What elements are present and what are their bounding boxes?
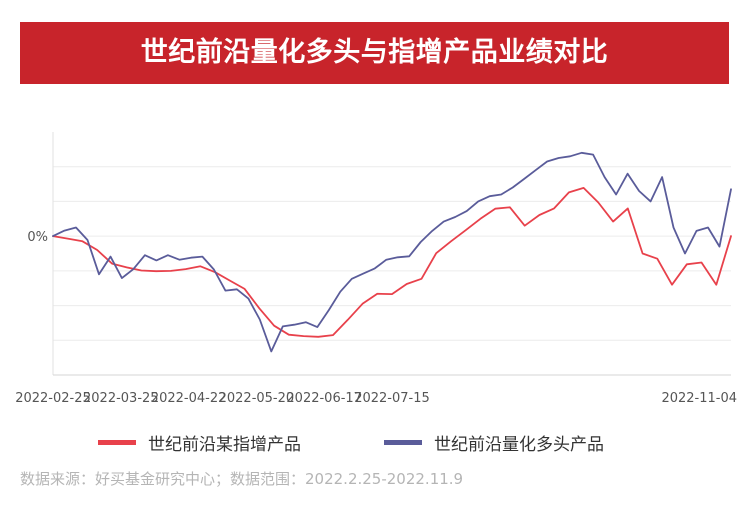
x-tick-label: 2022-03-25: [83, 391, 159, 406]
x-tick-label: 2022-04-22: [151, 391, 227, 406]
x-tick-label: 2022-11-04: [661, 391, 737, 406]
legend: 世纪前沿某指增产品 世纪前沿量化多头产品: [0, 428, 750, 456]
series-line-index-enhanced: [52, 187, 732, 338]
title-banner: 世纪前沿量化多头与指增产品业绩对比: [20, 22, 729, 84]
x-tick-label: 2022-07-15: [354, 391, 430, 406]
data-source-note: 数据来源：好买基金研究中心；数据范围：2022.2.25-2022.11.9: [20, 470, 464, 488]
legend-swatch-quant-long: [384, 439, 422, 445]
legend-swatch-index-enhanced: [98, 439, 136, 445]
line-chart: 0% 2022-02-252022-03-252022-04-222022-05-…: [15, 132, 737, 406]
x-tick-label: 2022-05-20: [219, 391, 295, 406]
legend-item-index-enhanced[interactable]: 世纪前沿某指增产品: [98, 428, 301, 456]
legend-label-index-enhanced: 世纪前沿某指增产品: [148, 434, 301, 455]
y-tick-label: 0%: [27, 230, 48, 245]
legend-item-quant-long[interactable]: 世纪前沿量化多头产品: [384, 428, 604, 456]
x-tick-label: 2022-02-25: [15, 391, 91, 406]
legend-label-quant-long: 世纪前沿量化多头产品: [434, 434, 604, 455]
x-tick-label: 2022-06-17: [286, 391, 362, 406]
chart-title: 世纪前沿量化多头与指增产品业绩对比: [140, 37, 609, 68]
series-line-quant-long: [52, 151, 732, 353]
